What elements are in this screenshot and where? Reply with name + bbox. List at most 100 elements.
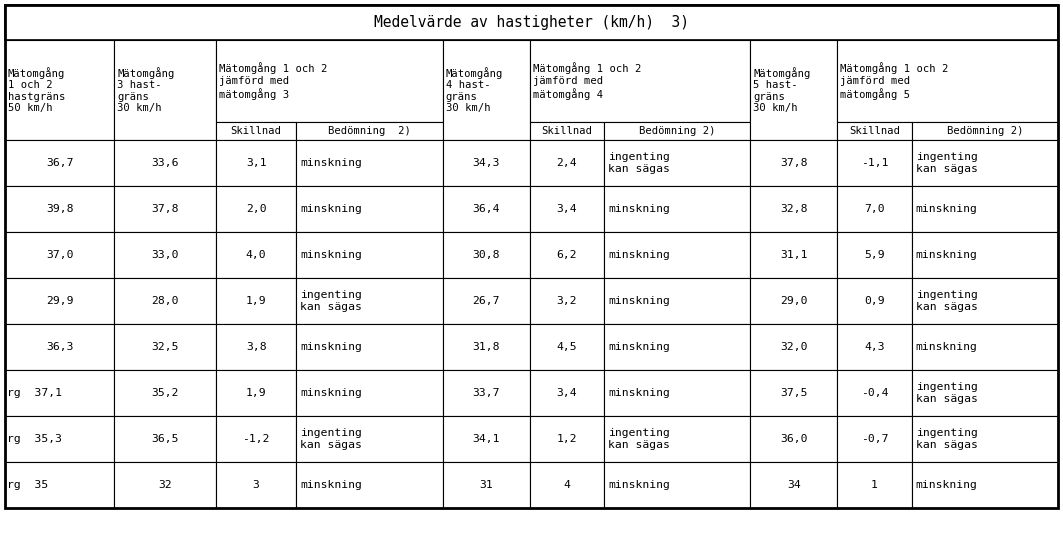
Bar — [750, 140, 838, 186]
Text: 28,0: 28,0 — [151, 296, 179, 306]
Bar — [604, 462, 750, 508]
Bar — [604, 186, 750, 232]
Bar — [912, 122, 1058, 140]
Bar — [297, 416, 443, 462]
Text: Mätomgång
5 hast-
gräns
30 km/h: Mätomgång 5 hast- gräns 30 km/h — [754, 66, 811, 113]
Text: Mätomgång 1 och 2
jämförd med
mätomgång 3: Mätomgång 1 och 2 jämförd med mätomgång … — [219, 62, 327, 100]
Text: 32,8: 32,8 — [780, 204, 808, 214]
Bar — [838, 232, 912, 278]
Bar — [912, 370, 1058, 416]
Text: 3,2: 3,2 — [557, 296, 577, 306]
Bar — [5, 232, 114, 278]
Text: Bedömning  2): Bedömning 2) — [328, 126, 411, 136]
Text: 36,3: 36,3 — [46, 342, 73, 352]
Text: minskning: minskning — [301, 388, 362, 398]
Bar — [216, 122, 297, 140]
Bar — [5, 324, 114, 370]
Text: Bedömning 2): Bedömning 2) — [639, 126, 715, 136]
Bar — [529, 462, 604, 508]
Bar — [838, 416, 912, 462]
Text: 36,5: 36,5 — [151, 434, 179, 444]
Text: Bedömning 2): Bedömning 2) — [946, 126, 1023, 136]
Text: 34,3: 34,3 — [472, 158, 500, 168]
Text: 26,7: 26,7 — [472, 296, 500, 306]
Bar — [912, 324, 1058, 370]
Text: Medelvärde av hastigheter (km/h)  3): Medelvärde av hastigheter (km/h) 3) — [374, 15, 689, 30]
Text: minskning: minskning — [301, 250, 362, 260]
Bar — [216, 278, 297, 324]
Text: 36,7: 36,7 — [46, 158, 73, 168]
Bar — [216, 186, 297, 232]
Text: minskning: minskning — [608, 342, 670, 352]
Text: Skillnad: Skillnad — [541, 126, 592, 136]
Text: minskning: minskning — [301, 342, 362, 352]
Bar — [838, 122, 912, 140]
Text: 33,0: 33,0 — [151, 250, 179, 260]
Text: rg  37,1: rg 37,1 — [7, 388, 62, 398]
Text: 1,9: 1,9 — [246, 296, 267, 306]
Text: Mätomgång 1 och 2
jämförd med
mätomgång 4: Mätomgång 1 och 2 jämförd med mätomgång … — [533, 62, 641, 100]
Bar — [912, 416, 1058, 462]
Text: Mätomgång 1 och 2
jämförd med
mätomgång 5: Mätomgång 1 och 2 jämförd med mätomgång … — [840, 62, 948, 100]
Bar — [750, 370, 838, 416]
Bar — [443, 278, 529, 324]
Text: 3,4: 3,4 — [557, 388, 577, 398]
Bar — [750, 278, 838, 324]
Bar — [529, 370, 604, 416]
Text: 4,3: 4,3 — [864, 342, 884, 352]
Bar — [5, 462, 114, 508]
Text: ingenting
kan sägas: ingenting kan sägas — [608, 152, 670, 174]
Text: Mätomgång
4 hast-
gräns
30 km/h: Mätomgång 4 hast- gräns 30 km/h — [445, 66, 503, 113]
Text: 5,9: 5,9 — [864, 250, 884, 260]
Bar — [114, 462, 216, 508]
Bar — [838, 186, 912, 232]
Bar — [443, 232, 529, 278]
Bar — [529, 324, 604, 370]
Bar — [750, 324, 838, 370]
Text: -0,4: -0,4 — [861, 388, 889, 398]
Bar — [5, 416, 114, 462]
Text: 32,0: 32,0 — [780, 342, 808, 352]
Bar — [604, 324, 750, 370]
Bar — [297, 370, 443, 416]
Bar — [838, 140, 912, 186]
Text: 3,4: 3,4 — [557, 204, 577, 214]
Bar — [529, 122, 604, 140]
Bar — [114, 186, 216, 232]
Text: 1,2: 1,2 — [557, 434, 577, 444]
Bar — [216, 232, 297, 278]
Bar — [750, 416, 838, 462]
Text: Skillnad: Skillnad — [231, 126, 282, 136]
Text: 7,0: 7,0 — [864, 204, 884, 214]
Bar — [443, 324, 529, 370]
Text: 37,5: 37,5 — [780, 388, 808, 398]
Bar — [529, 232, 604, 278]
Text: 33,6: 33,6 — [151, 158, 179, 168]
Text: ingenting
kan sägas: ingenting kan sägas — [915, 382, 978, 404]
Bar — [443, 370, 529, 416]
Text: 33,7: 33,7 — [472, 388, 500, 398]
Text: 35,2: 35,2 — [151, 388, 179, 398]
Text: ingenting
kan sägas: ingenting kan sägas — [301, 428, 362, 450]
Bar — [529, 140, 604, 186]
Bar — [114, 416, 216, 462]
Text: minskning: minskning — [301, 158, 362, 168]
Bar — [529, 278, 604, 324]
Text: 4,5: 4,5 — [557, 342, 577, 352]
Text: rg  35: rg 35 — [7, 480, 48, 490]
Bar — [297, 324, 443, 370]
Bar — [114, 232, 216, 278]
Bar — [604, 278, 750, 324]
Bar — [912, 186, 1058, 232]
Text: ingenting
kan sägas: ingenting kan sägas — [608, 428, 670, 450]
Text: 2,4: 2,4 — [557, 158, 577, 168]
Bar — [443, 186, 529, 232]
Text: 30,8: 30,8 — [472, 250, 500, 260]
Text: 1: 1 — [871, 480, 878, 490]
Bar — [604, 232, 750, 278]
Bar — [529, 186, 604, 232]
Text: 37,8: 37,8 — [780, 158, 808, 168]
Bar — [604, 122, 750, 140]
Text: -0,7: -0,7 — [861, 434, 889, 444]
Bar — [838, 462, 912, 508]
